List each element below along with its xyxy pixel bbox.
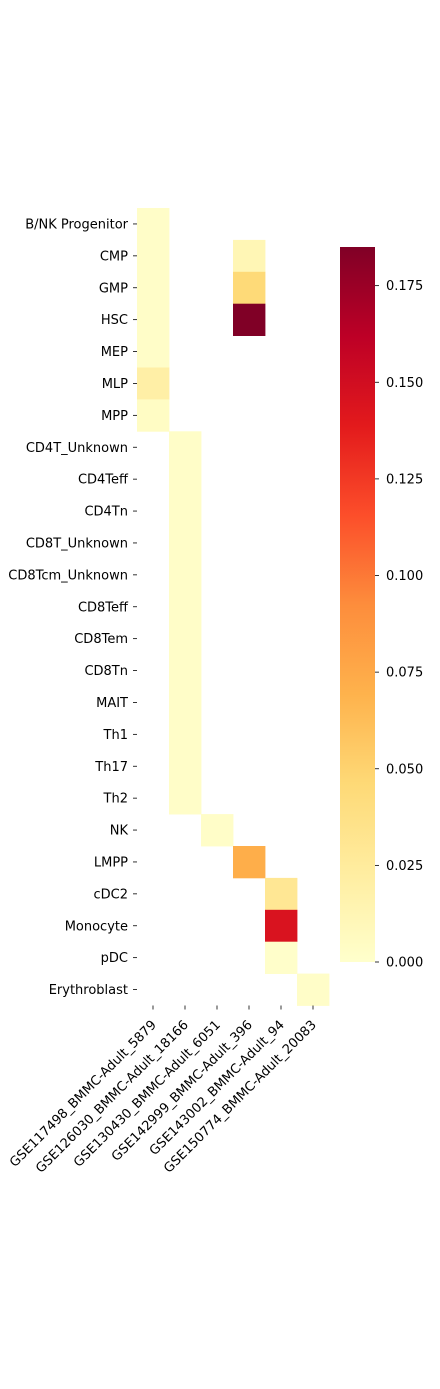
y-tick-label: MPP bbox=[101, 409, 128, 424]
heatmap-cell bbox=[265, 909, 298, 943]
heatmap-cell bbox=[169, 622, 202, 655]
heatmap-cell bbox=[233, 271, 266, 305]
y-tick-label: B/NK Progenitor bbox=[25, 217, 128, 232]
colorbar-ticks: 0.000 0.025 0.050 0.075 0.100 0.125 0.150 0.175 bbox=[375, 279, 423, 971]
heatmap-cell bbox=[265, 941, 298, 974]
y-tick-label: CD4T_Unknown bbox=[26, 441, 128, 456]
y-tick-label: Th17 bbox=[94, 760, 128, 775]
y-tick-label: CD4Tn bbox=[84, 505, 128, 520]
heatmap-cell bbox=[169, 750, 202, 783]
y-tick-label: CD8Tn bbox=[84, 664, 128, 679]
colorbar: 0.000 0.025 0.050 0.075 0.100 0.125 0.150 0.175 bbox=[340, 247, 423, 971]
heatmap-cell bbox=[137, 399, 170, 432]
heatmap-cell bbox=[233, 239, 266, 273]
heatmap-cells bbox=[137, 208, 330, 1006]
heatmap-cell bbox=[169, 590, 202, 624]
colorbar-tick-label: 0.150 bbox=[386, 376, 423, 391]
y-tick-label: MAIT bbox=[96, 696, 128, 711]
y-tick-label: Th1 bbox=[103, 728, 128, 743]
y-tick-label: CMP bbox=[100, 249, 128, 264]
heatmap-cell bbox=[137, 208, 170, 241]
colorbar-tick-label: 0.100 bbox=[386, 569, 423, 584]
heatmap-cell bbox=[297, 973, 330, 1006]
heatmap-cell bbox=[169, 431, 202, 464]
y-tick-label: CD8T_Unknown bbox=[26, 536, 128, 551]
y-tick-label: Erythroblast bbox=[49, 983, 128, 998]
heatmap-cell bbox=[169, 463, 202, 496]
y-tick-label: cDC2 bbox=[93, 887, 128, 902]
colorbar-tick-label: 0.075 bbox=[386, 666, 423, 681]
colorbar-tick-label: 0.000 bbox=[386, 956, 423, 971]
y-tick-label: CD8Tem bbox=[74, 632, 128, 647]
y-tick-label: HSC bbox=[101, 313, 128, 328]
heatmap-cell bbox=[201, 814, 234, 847]
heatmap-cell bbox=[265, 877, 298, 911]
heatmap-cell bbox=[137, 303, 170, 336]
heatmap-cell bbox=[169, 718, 202, 751]
y-tick-label: MLP bbox=[102, 377, 128, 392]
heatmap-cell bbox=[169, 686, 202, 719]
heatmap-cell bbox=[137, 335, 170, 368]
y-tick-label: pDC bbox=[101, 951, 128, 966]
y-tick-labels: B/NK Progenitor CMP GMP HSC MEP MLP MPP CD4T_Un… bbox=[8, 217, 137, 998]
x-axis: GSE117498_BMMC-Adult_5879GSE126030_BMMC-… bbox=[7, 1005, 320, 1176]
colorbar-tick-label: 0.125 bbox=[386, 472, 423, 487]
y-tick-label: Monocyte bbox=[65, 919, 128, 934]
y-tick-label: CD8Teff bbox=[78, 600, 129, 615]
y-tick-label: CD4Teff bbox=[78, 473, 129, 488]
y-tick-label: CD8Tcm_Unknown bbox=[8, 568, 128, 583]
colorbar-tick-label: 0.050 bbox=[386, 762, 423, 777]
heatmap-cell bbox=[233, 846, 266, 879]
colorbar-gradient bbox=[340, 247, 375, 962]
colorbar-tick-label: 0.175 bbox=[386, 279, 423, 294]
heatmap-cell bbox=[169, 558, 202, 592]
heatmap-cell bbox=[233, 303, 266, 336]
heatmap-cell bbox=[137, 271, 170, 305]
y-tick-label: MEP bbox=[101, 345, 128, 360]
y-tick-label: LMPP bbox=[94, 855, 128, 870]
heatmap-cell bbox=[169, 495, 202, 528]
y-tick-label: Th2 bbox=[103, 792, 128, 807]
heatmap-cell bbox=[137, 367, 170, 400]
heatmap-cell bbox=[169, 527, 202, 560]
y-tick-label: NK bbox=[110, 824, 129, 839]
colorbar-tick-label: 0.025 bbox=[386, 859, 423, 874]
heatmap-cell bbox=[169, 782, 202, 815]
heatmap-cell bbox=[169, 654, 202, 687]
heatmap-cell bbox=[137, 239, 170, 273]
y-tick-label: GMP bbox=[99, 281, 128, 296]
